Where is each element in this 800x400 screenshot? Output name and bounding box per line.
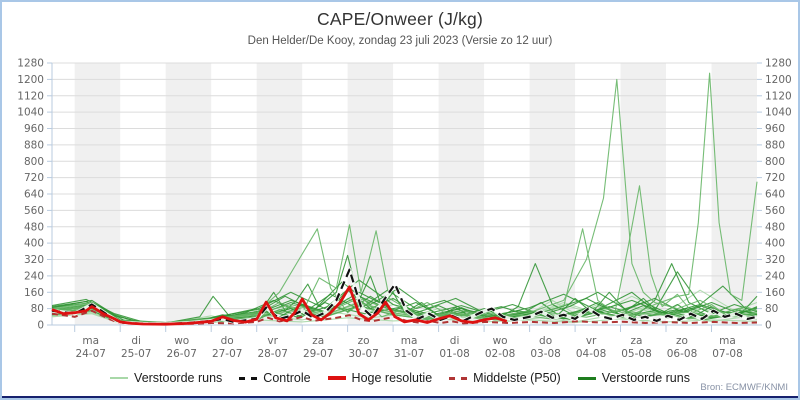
svg-text:31-07: 31-07: [394, 348, 425, 360]
svg-text:880: 880: [24, 139, 44, 151]
svg-text:02-08: 02-08: [485, 348, 516, 360]
svg-text:do: do: [221, 335, 234, 347]
svg-text:26-07: 26-07: [166, 348, 197, 360]
svg-text:1040: 1040: [765, 107, 792, 119]
svg-text:wo: wo: [174, 335, 189, 347]
svg-text:1040: 1040: [17, 107, 44, 119]
svg-text:0: 0: [765, 320, 772, 332]
svg-text:400: 400: [765, 238, 785, 250]
darkred-dashed-swatch-icon: [449, 376, 468, 380]
svg-text:720: 720: [24, 172, 44, 184]
svg-text:160: 160: [24, 287, 44, 299]
svg-text:720: 720: [765, 172, 785, 184]
svg-text:960: 960: [24, 123, 44, 135]
svg-text:do: do: [539, 335, 552, 347]
svg-text:800: 800: [765, 156, 785, 168]
svg-text:1280: 1280: [17, 58, 44, 70]
svg-text:ma: ma: [719, 335, 736, 347]
chart-subtitle: Den Helder/De Kooy, zondag 23 juli 2023 …: [247, 35, 553, 47]
svg-text:05-08: 05-08: [621, 348, 652, 360]
svg-text:25-07: 25-07: [121, 348, 152, 360]
svg-text:07-08: 07-08: [712, 348, 743, 360]
svg-text:0: 0: [37, 320, 44, 332]
svg-text:1280: 1280: [765, 58, 792, 70]
legend-label: Verstoorde runs: [601, 371, 690, 385]
legend-label: Controle: [263, 371, 311, 385]
legend-item-2: Hoge resolutie: [327, 371, 433, 385]
chart-title: CAPE/Onweer (J/kg): [316, 9, 483, 29]
svg-text:zo: zo: [676, 335, 688, 347]
legend-item-3: Middelste (P50): [449, 371, 561, 385]
svg-text:400: 400: [24, 238, 44, 250]
svg-text:ma: ma: [401, 335, 418, 347]
svg-text:vr: vr: [586, 335, 597, 347]
svg-text:640: 640: [24, 189, 44, 201]
svg-text:240: 240: [24, 270, 44, 282]
svg-text:29-07: 29-07: [303, 348, 334, 360]
legend-label: Verstoorde runs: [134, 371, 223, 385]
svg-text:di: di: [131, 335, 141, 347]
black-dashed-swatch-icon: [239, 376, 258, 380]
legend-item-0: Verstoorde runs: [110, 371, 222, 385]
thin-light-green-swatch-icon: [110, 377, 129, 379]
svg-text:80: 80: [31, 303, 44, 315]
red-solid-swatch-icon: [327, 376, 346, 380]
svg-text:30-07: 30-07: [348, 348, 379, 360]
svg-text:880: 880: [765, 139, 785, 151]
svg-text:240: 240: [765, 270, 785, 282]
chart-legend: Verstoorde runs Controle Hoge resolutie Mid…: [2, 371, 798, 385]
svg-text:1200: 1200: [765, 74, 792, 86]
svg-text:480: 480: [765, 221, 785, 233]
legend-label: Middelste (P50): [473, 371, 561, 385]
svg-text:960: 960: [765, 123, 785, 135]
svg-text:di: di: [450, 335, 460, 347]
svg-text:1120: 1120: [17, 90, 44, 102]
svg-text:28-07: 28-07: [257, 348, 288, 360]
svg-text:27-07: 27-07: [212, 348, 243, 360]
svg-text:1200: 1200: [17, 74, 44, 86]
svg-text:wo: wo: [493, 335, 508, 347]
bottom-navy-bar: [2, 396, 798, 398]
svg-text:320: 320: [765, 254, 785, 266]
svg-text:320: 320: [24, 254, 44, 266]
svg-text:1120: 1120: [765, 90, 792, 102]
legend-label: Hoge resolutie: [351, 371, 433, 385]
green-solid-swatch-icon: [577, 376, 596, 380]
svg-text:vr: vr: [267, 335, 278, 347]
svg-text:800: 800: [24, 156, 44, 168]
source-credit: Bron: ECMWF/KNMI: [700, 382, 788, 393]
svg-text:za: za: [312, 335, 324, 347]
svg-text:24-07: 24-07: [75, 348, 106, 360]
svg-text:01-08: 01-08: [439, 348, 470, 360]
svg-text:03-08: 03-08: [530, 348, 561, 360]
svg-text:480: 480: [24, 221, 44, 233]
svg-text:zo: zo: [358, 335, 370, 347]
svg-text:160: 160: [765, 287, 785, 299]
legend-item-1: Controle: [239, 371, 311, 385]
svg-text:560: 560: [765, 205, 785, 217]
svg-text:640: 640: [765, 189, 785, 201]
svg-text:04-08: 04-08: [576, 348, 607, 360]
svg-text:06-08: 06-08: [667, 348, 698, 360]
svg-text:80: 80: [765, 303, 778, 315]
legend-item-4: Verstoorde runs: [577, 371, 690, 385]
svg-text:ma: ma: [82, 335, 99, 347]
svg-text:560: 560: [24, 205, 44, 217]
svg-text:za: za: [631, 335, 643, 347]
